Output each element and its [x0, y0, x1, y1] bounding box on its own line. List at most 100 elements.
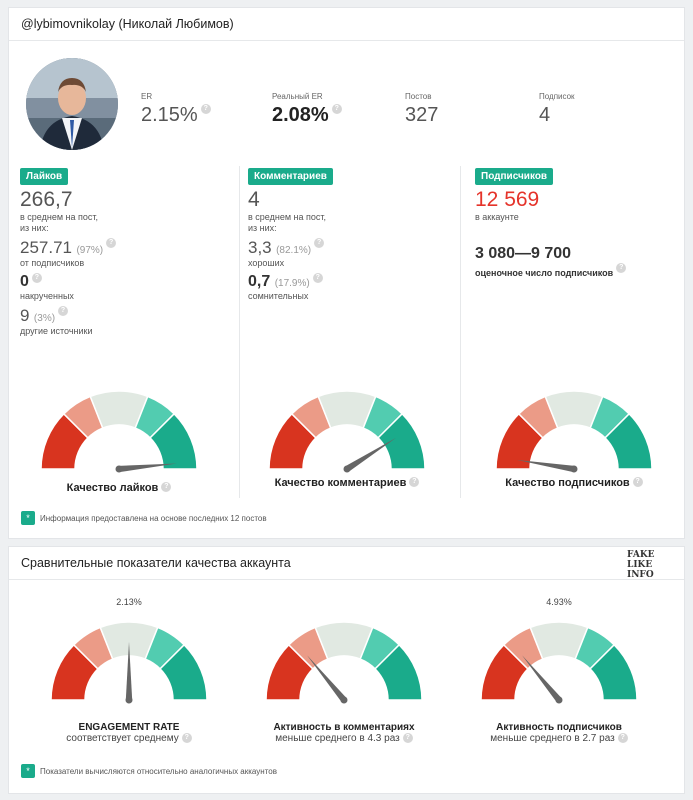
gauge-needle [307, 655, 347, 703]
likes-other-desc: другие источники [20, 326, 93, 336]
comments-quality-title: Качество комментариев [274, 477, 407, 489]
er-value: 2.15% [141, 104, 198, 126]
question-icon[interactable]: ? [314, 238, 325, 248]
gauge-needle [125, 642, 133, 700]
likes-quality-gauge [39, 383, 199, 473]
likes-other: 9 [20, 306, 30, 325]
gauge-needle-hub [570, 465, 578, 473]
question-icon[interactable]: ? [106, 238, 117, 248]
comments-doubtful-desc: сомнительных [248, 291, 309, 301]
er-gauge-caption: ENGAGEMENT RATE соответствует среднему? [29, 722, 229, 744]
subs-activity-caption: Активность подписчиков меньше среднего в… [459, 722, 659, 744]
followers-quality-title-wrap: Качество подписчиков? [479, 477, 669, 489]
info-note-text: Информация предоставлена на основе после… [40, 513, 267, 523]
gauge-segment-excellent [377, 412, 426, 470]
info-note: * Информация предоставлена на основе пос… [21, 511, 267, 525]
comparison-card: Сравнительные показатели качества аккаун… [8, 546, 685, 794]
question-icon[interactable]: ? [58, 306, 69, 316]
er-label: ER [141, 92, 153, 101]
likes-boosted-desc: накрученных [20, 291, 74, 301]
subs-activity-gauge [479, 614, 639, 704]
question-icon[interactable]: ? [617, 733, 628, 743]
question-icon[interactable]: ? [200, 104, 211, 114]
comments-quality-title-wrap: Качество комментариев? [252, 477, 442, 489]
comments-doubtful: 0,7 [248, 273, 271, 290]
following-label: Подписок [539, 92, 575, 101]
posts-value: 327 [405, 104, 439, 126]
likes-from-subs-desc: от подписчиков [20, 258, 85, 268]
followers-count-desc: в аккаунте [475, 212, 519, 222]
posts-label: Постов [405, 92, 432, 101]
gauge-needle-hub [125, 696, 133, 704]
er-gauge-value-wrap: 2.13% [49, 597, 209, 607]
likes-quality-title-wrap: Качество лайков? [29, 482, 209, 494]
comments-activity-title: Активность в комментариях [273, 722, 415, 733]
gauge-needle [118, 463, 177, 473]
column-divider [460, 166, 461, 498]
comments-good: 3,3 [248, 238, 272, 257]
comments-column: Комментариев 4 в среднем на пост, из них… [248, 166, 453, 302]
comments-badge: Комментариев [248, 168, 333, 185]
er-gauge-value: 2.13% [116, 597, 142, 607]
comments-good-pct: (82.1%) [276, 245, 312, 256]
avatar [26, 58, 118, 150]
asterisk-icon: * [21, 764, 35, 778]
likes-from-subs: 257.71 [20, 238, 72, 257]
comments-avg-desc: в среднем на пост, [248, 212, 326, 222]
question-icon[interactable]: ? [331, 104, 342, 114]
er-stat: ER 2.15%? [141, 92, 211, 127]
comparison-note: * Показатели вычисляются относительно ан… [21, 764, 277, 778]
er-gauge [49, 614, 209, 704]
real-er-stat: Реальный ER 2.08%? [272, 92, 342, 127]
likes-column: Лайков 266,7 в среднем на пост, из них: … [20, 166, 230, 337]
followers-badge: Подписчиков [475, 168, 554, 185]
following-value: 4 [539, 104, 551, 126]
followers-column: Подписчиков 12 569 в аккаунте 3 080—9 70… [475, 166, 680, 281]
followers-quality-title: Качество подписчиков [505, 477, 630, 489]
real-er-value: 2.08% [272, 104, 329, 126]
gauge-needle [516, 459, 575, 473]
comments-avg-desc2: из них: [248, 223, 277, 233]
question-icon[interactable]: ? [409, 477, 420, 487]
comments-activity-caption: Активность в комментариях меньше среднег… [244, 722, 444, 744]
question-icon[interactable]: ? [616, 263, 627, 273]
question-icon[interactable]: ? [161, 482, 172, 492]
fakelikeinfo-logo: FAKE LIKE INFO [627, 550, 655, 580]
question-icon[interactable]: ? [181, 733, 192, 743]
subs-activity-desc: меньше среднего в 2.7 раз [490, 733, 615, 744]
comparison-note-text: Показатели вычисляются относительно анал… [40, 766, 277, 776]
gauge-segment-excellent [374, 643, 423, 701]
er-gauge-title: ENGAGEMENT RATE [78, 722, 180, 733]
likes-from-subs-pct: (97%) [76, 245, 104, 256]
following-stat: Подписок 4 [539, 92, 575, 127]
question-icon[interactable]: ? [632, 477, 643, 487]
comments-activity-gauge [264, 614, 424, 704]
question-icon[interactable]: ? [402, 733, 413, 743]
subs-gauge-value-wrap: 4.93% [479, 597, 639, 607]
subs-gauge-value: 4.93% [546, 597, 572, 607]
likes-boosted: 0 [20, 273, 29, 290]
likes-avg: 266,7 [20, 188, 73, 211]
likes-avg-desc: в среднем на пост, [20, 212, 98, 222]
gauge-needle-hub [555, 696, 563, 704]
gauge-segment-excellent [589, 643, 638, 701]
question-icon[interactable]: ? [312, 273, 323, 283]
gauge-needle [345, 437, 396, 472]
gauge-needle [522, 655, 562, 703]
real-er-label: Реальный ER [272, 92, 323, 101]
comparison-header: Сравнительные показатели качества аккаун… [9, 547, 684, 580]
question-icon[interactable]: ? [31, 273, 42, 283]
likes-avg-desc2: из них: [20, 223, 49, 233]
followers-estimate: 3 080—9 700 [475, 245, 572, 262]
comments-avg: 4 [248, 188, 260, 211]
gauge-segment-excellent [159, 643, 208, 701]
followers-estimate-desc: оценочное число подписчиков [475, 268, 614, 278]
gauge-segment-excellent [604, 412, 653, 470]
comments-good-desc: хороших [248, 258, 285, 268]
likes-quality-title: Качество лайков [66, 482, 159, 494]
asterisk-icon: * [21, 511, 35, 525]
gauge-segment-excellent [149, 412, 198, 470]
column-divider [239, 166, 240, 498]
posts-stat: Постов 327 [405, 92, 438, 127]
likes-other-pct: (3%) [33, 313, 56, 324]
